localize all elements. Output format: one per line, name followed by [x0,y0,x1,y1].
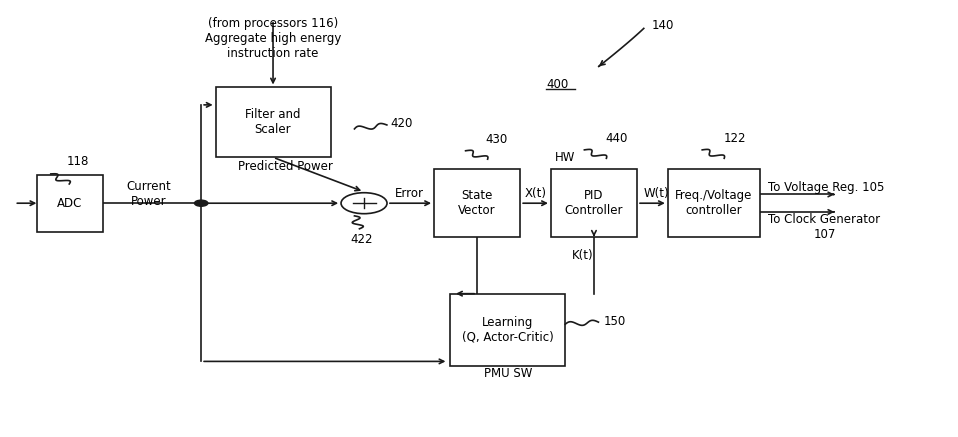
Circle shape [194,200,208,206]
Bar [551,169,637,237]
Bar [37,175,103,232]
Text: Error: Error [395,187,423,200]
Text: 420: 420 [391,117,413,130]
Text: K(t): K(t) [572,249,594,262]
Text: State
Vector: State Vector [458,189,496,217]
Text: 430: 430 [486,133,508,146]
Text: Filter and
Scaler: Filter and Scaler [245,108,301,136]
Text: X(t): X(t) [525,187,547,200]
Text: Freq./Voltage
controller: Freq./Voltage controller [675,189,752,217]
Text: 118: 118 [67,155,89,168]
Text: 122: 122 [723,132,745,145]
Text: 140: 140 [651,19,673,32]
Text: To Voltage Reg. 105: To Voltage Reg. 105 [768,180,884,194]
Text: W(t): W(t) [644,187,670,200]
Bar [668,169,760,237]
Text: 422: 422 [351,233,374,246]
Text: 400: 400 [546,78,568,91]
Bar [216,87,331,157]
Text: 440: 440 [605,132,627,145]
Bar [434,169,520,237]
Text: HW: HW [555,151,576,164]
Text: (from processors 116)
Aggregate high energy
instruction rate: (from processors 116) Aggregate high ene… [205,17,341,60]
Text: Learning
(Q, Actor-Critic): Learning (Q, Actor-Critic) [462,316,554,344]
Text: PMU SW: PMU SW [484,367,532,380]
Text: ADC: ADC [57,197,82,210]
Bar [450,294,565,366]
Text: Current
Power: Current Power [126,180,171,208]
Circle shape [341,193,387,214]
Text: Predicted Power: Predicted Power [238,160,333,173]
Text: PID
Controller: PID Controller [564,189,624,217]
Text: To Clock Generator
107: To Clock Generator 107 [768,213,880,241]
Text: 150: 150 [604,315,626,328]
